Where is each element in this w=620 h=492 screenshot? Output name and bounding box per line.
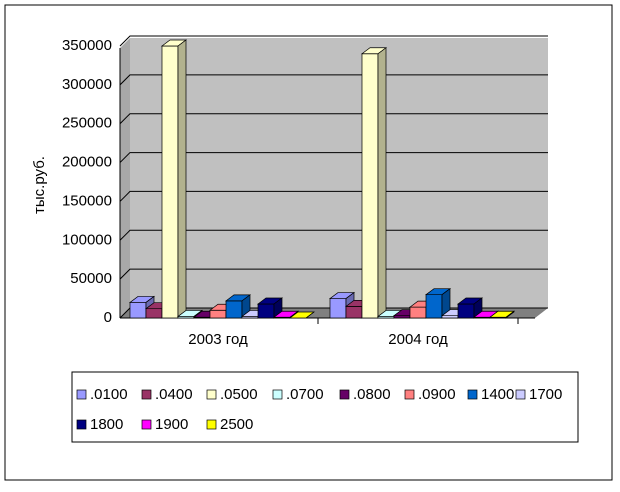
bar (488, 310, 516, 319)
bar-front (329, 298, 347, 319)
x-tick-label: 2003 год (188, 331, 248, 348)
legend (71, 371, 579, 443)
legend-label: 1900 (155, 416, 188, 433)
bar-front (361, 53, 379, 319)
x-tick-label: 2004 год (388, 331, 448, 348)
y-tick-label: 350000 (62, 37, 112, 54)
bar-front (457, 303, 475, 319)
legend-swatch (76, 419, 87, 430)
legend-label: .0500 (220, 386, 258, 403)
y-tick-label: 150000 (62, 192, 112, 209)
bar-side (305, 311, 315, 319)
bar-front (145, 308, 163, 319)
y-tick-label: 300000 (62, 76, 112, 93)
y-tick-label: 250000 (62, 115, 112, 132)
y-tick-label: 50000 (70, 270, 112, 287)
y-tick-label: 100000 (62, 231, 112, 248)
legend-label: 1700 (529, 386, 562, 403)
side-wall (120, 38, 130, 318)
legend-label: 1400 (481, 386, 514, 403)
bar-side (505, 310, 515, 319)
bar-side-shade (506, 311, 514, 318)
bar-side-shade (378, 47, 386, 319)
bar (160, 39, 188, 319)
legend-label: 2500 (220, 416, 253, 433)
legend-swatch (141, 389, 152, 400)
grid-line (119, 74, 548, 86)
grid-line (119, 35, 548, 47)
legend-swatch (339, 389, 350, 400)
grid-line (119, 152, 548, 163)
grid-line (119, 268, 548, 280)
bar (288, 311, 316, 319)
bar-front (225, 300, 243, 319)
bar (424, 287, 452, 319)
legend-label: .0900 (418, 386, 456, 403)
legend-label: .0400 (155, 386, 193, 403)
legend-swatch (467, 389, 478, 400)
bar (360, 47, 388, 319)
legend-swatch (404, 389, 415, 400)
legend-swatch (206, 389, 217, 400)
bar-front (257, 303, 275, 319)
legend-label: 1800 (90, 416, 123, 433)
grid-line (119, 229, 548, 241)
y-tick-label: 200000 (62, 154, 112, 171)
back-wall (130, 38, 548, 308)
bar-front (161, 45, 179, 319)
bar-side-shade (442, 288, 450, 318)
grid-line (119, 190, 548, 202)
legend-label: .0100 (90, 386, 128, 403)
bar-front (345, 305, 363, 319)
bar (256, 297, 284, 319)
y-tick-label: 0 (104, 309, 112, 326)
bar-side-shade (178, 40, 186, 318)
legend-swatch (515, 389, 526, 400)
bar-front (425, 294, 443, 319)
legend-swatch (76, 389, 87, 400)
legend-swatch (206, 419, 217, 430)
bar-front (129, 302, 147, 319)
legend-swatch (141, 419, 152, 430)
grid-line (119, 113, 548, 125)
y-axis-title: тыс.руб. (31, 156, 48, 214)
bar-front (409, 306, 427, 319)
legend-swatch (272, 389, 283, 400)
legend-label: .0800 (353, 386, 391, 403)
legend-label: .0700 (286, 386, 324, 403)
bar-front (209, 309, 227, 319)
